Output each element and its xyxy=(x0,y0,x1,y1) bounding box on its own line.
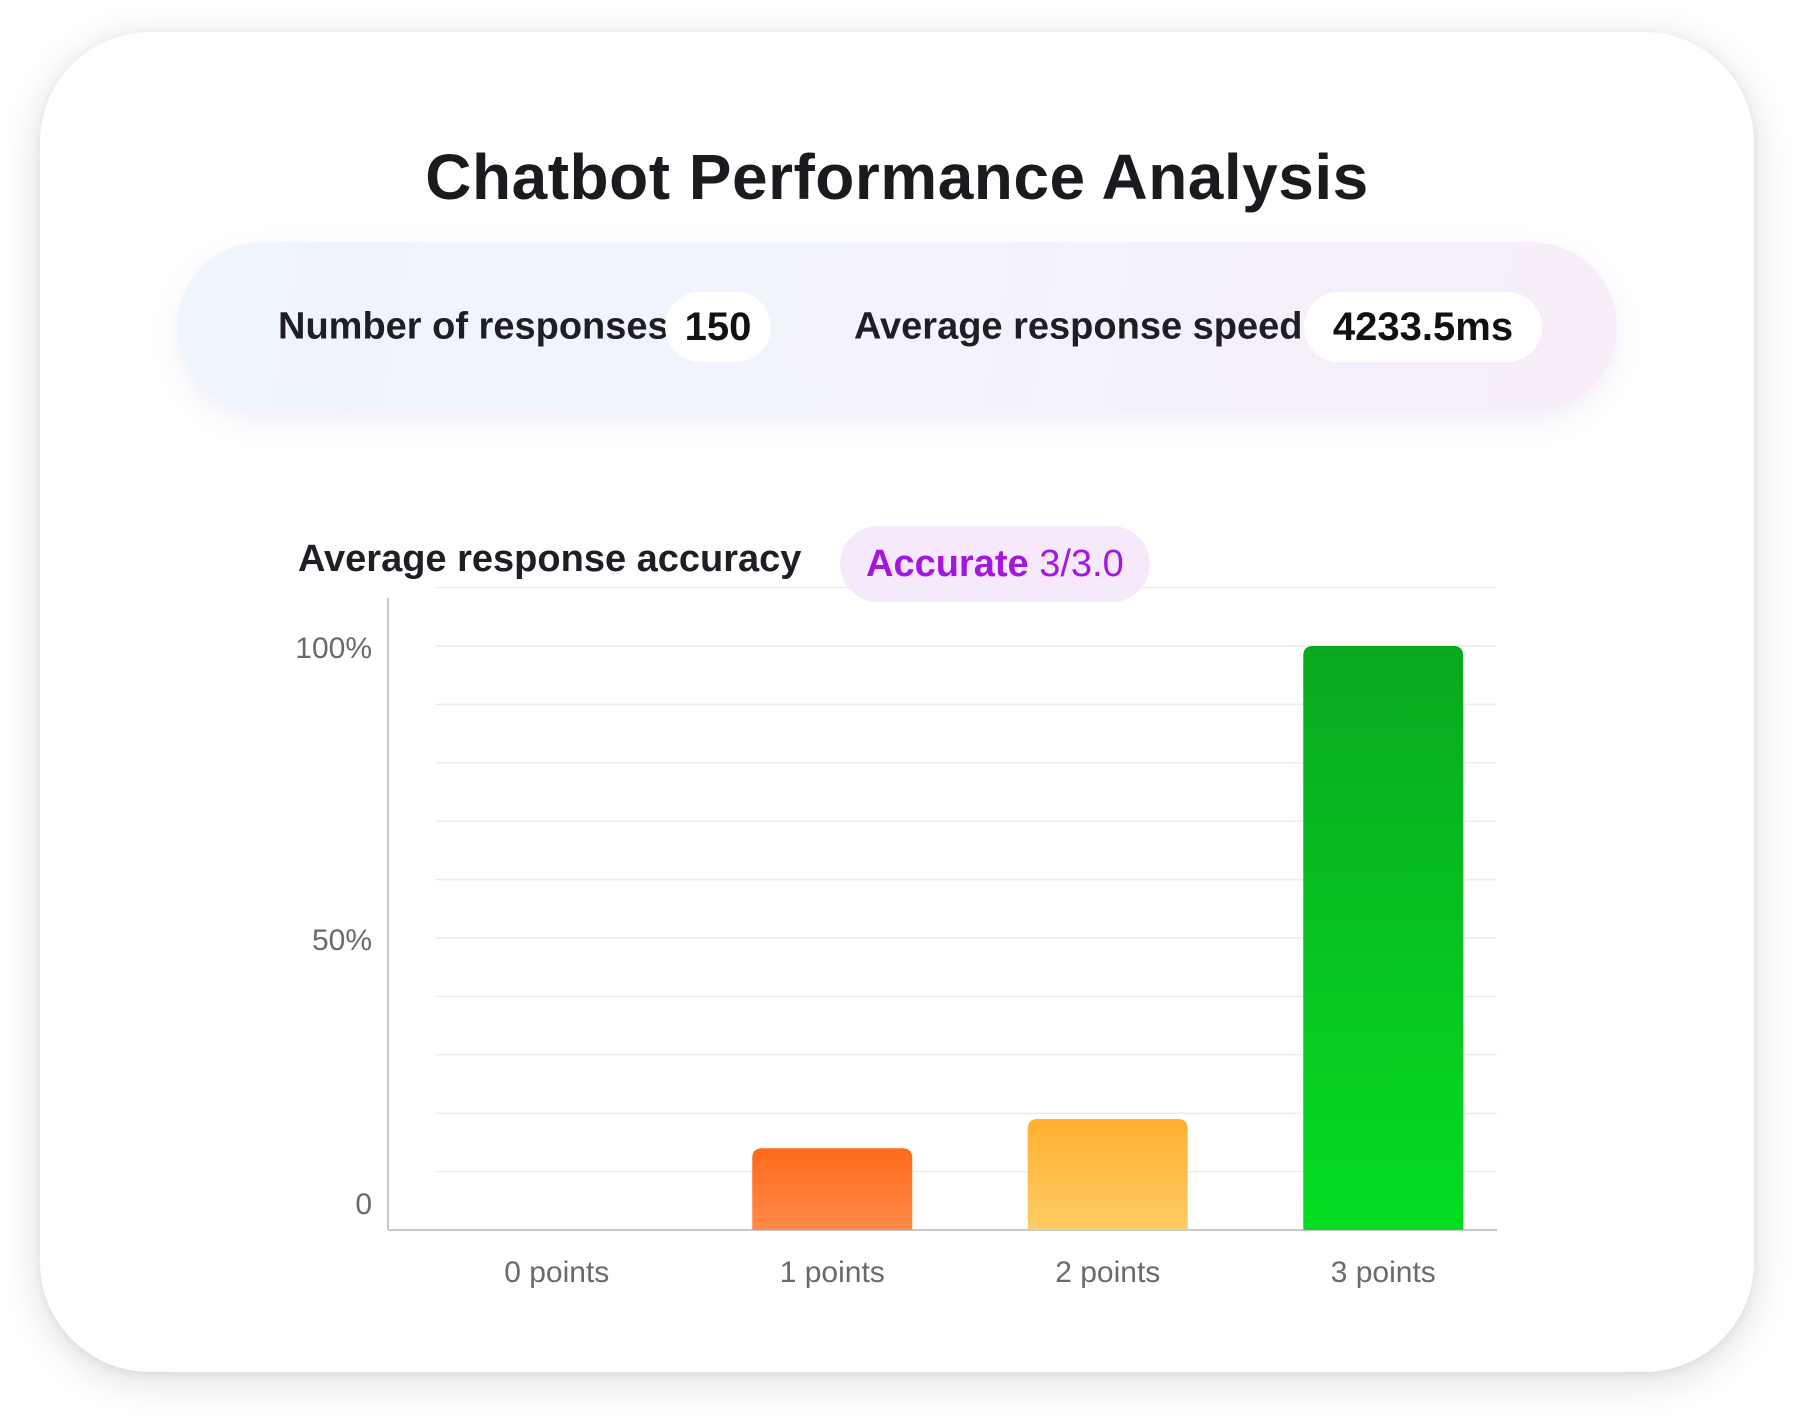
accuracy-badge: Accurate 3/3.0 xyxy=(840,526,1150,602)
accuracy-score: 3/3.0 xyxy=(1039,543,1124,585)
y-tick-label: 50% xyxy=(312,924,372,957)
responses-count-label: Number of responses xyxy=(278,305,669,348)
y-tick-label: 100% xyxy=(295,632,372,665)
responses-count-value: 150 xyxy=(665,292,771,362)
stats-bar: Number of responses 150 Average response… xyxy=(177,242,1617,412)
x-tick-label: 2 points xyxy=(1055,1256,1160,1289)
bar-chart: 0 50% 100% 0 points 1 points 2 points 3 points xyxy=(295,586,1497,1289)
response-speed-value: 4233.5ms xyxy=(1304,292,1542,362)
bar-1 xyxy=(752,1148,913,1230)
accuracy-label: Average response accuracy xyxy=(298,538,802,580)
chart-card: Chatbot Performance Analysis Number of r… xyxy=(40,32,1754,1372)
y-tick-label: 0 xyxy=(355,1188,372,1221)
bar-2 xyxy=(1027,1119,1188,1230)
x-tick-label: 3 points xyxy=(1331,1256,1436,1289)
x-tick-label: 0 points xyxy=(504,1256,609,1289)
page-title: Chatbot Performance Analysis xyxy=(425,141,1369,213)
x-tick-label: 1 points xyxy=(780,1256,885,1289)
accuracy-rating: Accurate xyxy=(866,543,1029,585)
response-speed-label: Average response speed xyxy=(854,305,1303,348)
bar-3 xyxy=(1303,646,1464,1230)
